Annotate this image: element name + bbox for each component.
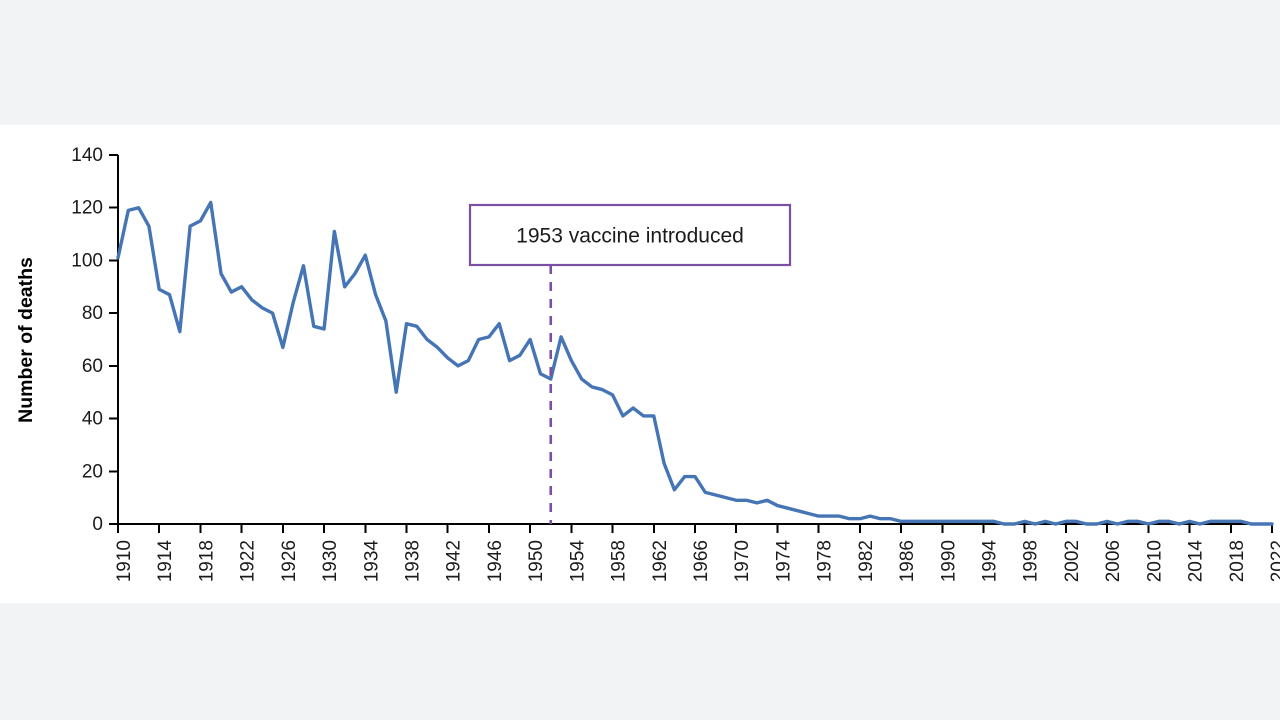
x-tick-label: 1950 xyxy=(526,540,547,582)
x-tick-label: 1946 xyxy=(485,540,506,582)
chart-content-area: 0 20 40 60 80 100 120 140 1910 1914 1918 1922 1926 1… xyxy=(0,125,1280,603)
x-tick-label: 1994 xyxy=(980,540,1001,583)
x-tick-label: 2010 xyxy=(1144,540,1165,582)
x-tick-label: 1978 xyxy=(815,540,836,582)
y-tick-label: 140 xyxy=(71,145,103,166)
y-tick-label: 80 xyxy=(82,303,103,324)
x-axis-tick-labels: 1910 1914 1918 1922 1926 1930 1934 1938 1942 1946… xyxy=(114,540,1280,583)
x-tick-label: 1942 xyxy=(444,540,465,582)
x-tick-label: 1914 xyxy=(155,540,176,583)
x-tick-label: 1934 xyxy=(361,540,382,583)
x-tick-label: 1958 xyxy=(609,540,630,582)
x-tick-label: 1922 xyxy=(238,540,259,582)
x-tick-label: 1938 xyxy=(403,540,424,582)
x-tick-label: 2022 xyxy=(1268,540,1280,582)
x-tick-label: 1966 xyxy=(691,540,712,582)
x-tick-label: 1998 xyxy=(1021,540,1042,582)
x-tick-label: 1926 xyxy=(279,540,300,582)
bottom-background-band xyxy=(0,603,1280,720)
y-axis-ticks xyxy=(109,154,118,525)
x-tick-label: 1910 xyxy=(114,540,135,582)
x-tick-label: 1982 xyxy=(856,540,877,582)
y-tick-label: 40 xyxy=(82,409,103,430)
x-tick-label: 1918 xyxy=(196,540,217,582)
x-tick-label: 1962 xyxy=(650,540,671,582)
y-tick-label: 120 xyxy=(71,198,103,219)
x-axis-ticks xyxy=(117,524,1273,533)
x-tick-label: 2014 xyxy=(1186,540,1207,583)
y-tick-label: 60 xyxy=(82,356,103,377)
x-tick-label: 1974 xyxy=(773,540,794,583)
x-tick-label: 1990 xyxy=(938,540,959,582)
x-tick-label: 2006 xyxy=(1103,540,1124,582)
x-tick-label: 2002 xyxy=(1062,540,1083,582)
top-background-band xyxy=(0,0,1280,125)
annotation-callout-box xyxy=(468,203,792,267)
y-axis-title: Number of deaths xyxy=(15,257,37,423)
y-tick-label: 20 xyxy=(82,461,103,482)
x-tick-label: 1970 xyxy=(732,540,753,582)
x-tick-label: 1954 xyxy=(567,540,588,583)
annotation-callout-label: 1953 vaccine introduced xyxy=(516,225,744,248)
y-tick-label: 100 xyxy=(71,250,103,271)
y-axis-tick-labels: 0 20 40 60 80 100 120 140 xyxy=(71,145,103,535)
y-tick-label: 0 xyxy=(92,514,103,535)
x-tick-label: 2018 xyxy=(1227,540,1248,582)
deaths-series-line xyxy=(116,200,1274,526)
x-tick-label: 1986 xyxy=(897,540,918,582)
x-tick-label: 1930 xyxy=(320,540,341,582)
line-chart: 0 20 40 60 80 100 120 140 1910 1914 1918 1922 1926 1… xyxy=(0,125,1280,603)
